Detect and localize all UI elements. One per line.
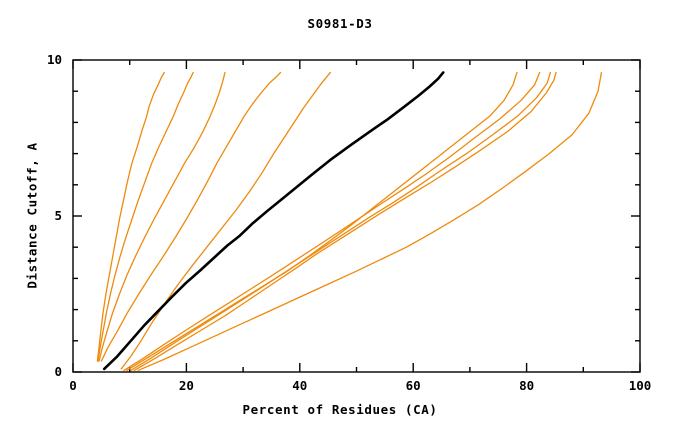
series-line	[123, 71, 541, 372]
series-line	[120, 71, 332, 370]
x-tick-label: 80	[519, 378, 535, 393]
series-line	[137, 71, 603, 372]
series-line	[96, 71, 165, 362]
series-line	[133, 71, 557, 372]
y-tick-label: 10	[46, 52, 62, 67]
x-tick-label: 100	[628, 378, 652, 393]
y-tick-label: 5	[54, 208, 62, 223]
x-tick-label: 60	[405, 378, 421, 393]
chart-title: S0981-D3	[307, 16, 373, 31]
series-line-highlighted	[102, 71, 445, 371]
plot-frame	[72, 59, 641, 373]
series-line	[130, 71, 552, 372]
series-line	[98, 71, 226, 362]
x-tick-label: 20	[178, 378, 194, 393]
series-line	[97, 71, 194, 362]
x-tick-label: 40	[292, 378, 308, 393]
series-line	[126, 71, 518, 372]
x-tick-label: 0	[69, 378, 77, 393]
series-line	[100, 71, 282, 362]
y-tick-label: 0	[54, 364, 62, 379]
x-axis-label: Percent of Residues (CA)	[242, 402, 438, 417]
